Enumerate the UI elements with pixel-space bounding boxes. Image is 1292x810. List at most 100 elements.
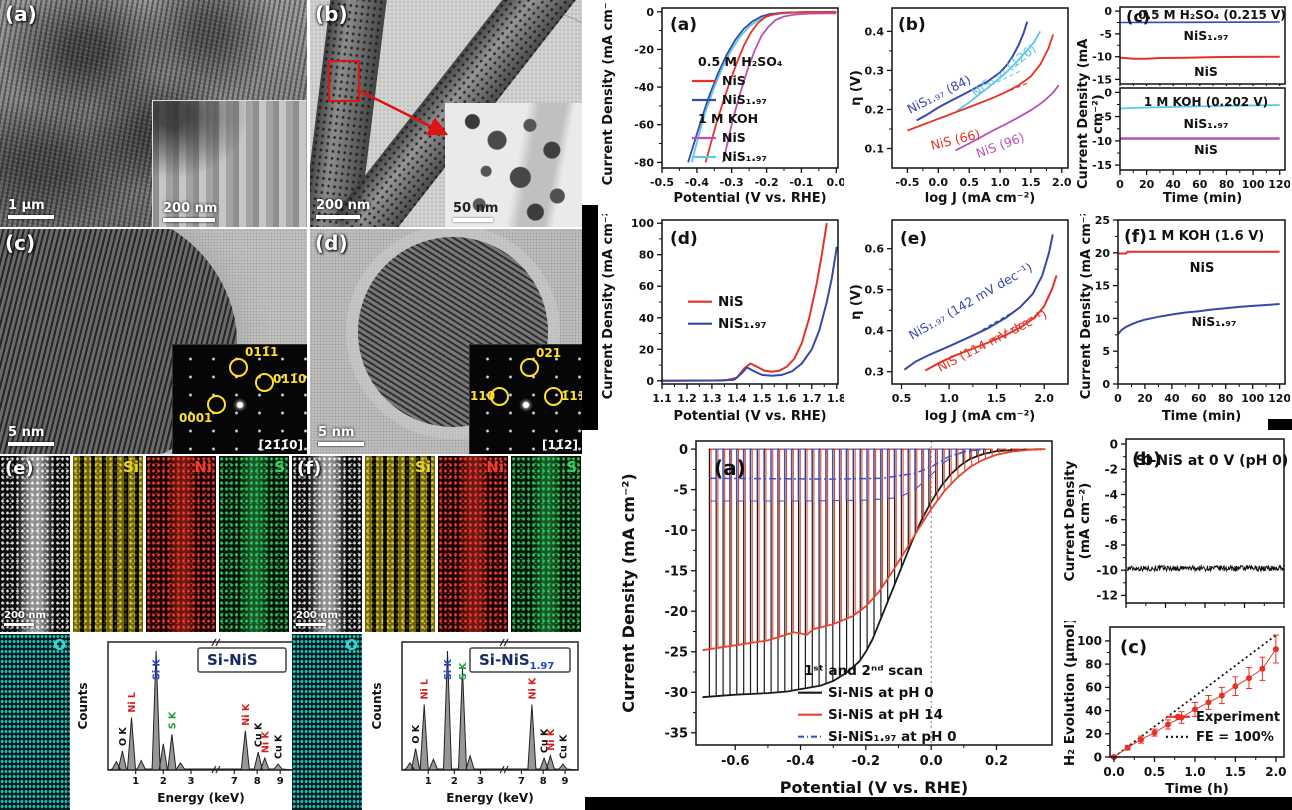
svg-text:Si-NiS at pH 0: Si-NiS at pH 0 bbox=[828, 685, 934, 701]
scalebar: 50 nm bbox=[453, 201, 498, 222]
svg-text:0.5 M H₂SO₄ (0.215 V): 0.5 M H₂SO₄ (0.215 V) bbox=[1138, 8, 1286, 22]
element-label: Si bbox=[415, 458, 431, 476]
scalebar: 5 nm bbox=[8, 425, 54, 446]
svg-text:40: 40 bbox=[1166, 178, 1182, 191]
svg-text:Si K: Si K bbox=[443, 659, 454, 680]
svg-text:NiS₁.₉₇: NiS₁.₉₇ bbox=[722, 92, 767, 107]
scalebar-line bbox=[296, 623, 326, 626]
stem-image-f: (f) 200 nm bbox=[292, 456, 362, 632]
scalebar-line bbox=[4, 623, 34, 626]
svg-text:2: 2 bbox=[451, 776, 458, 787]
svg-text:0: 0 bbox=[1116, 178, 1124, 191]
svg-text:1 M KOH: 1 M KOH bbox=[698, 111, 758, 126]
scalebar-line bbox=[163, 218, 215, 222]
svg-text:1.2: 1.2 bbox=[677, 392, 697, 405]
svg-text:8: 8 bbox=[254, 776, 261, 787]
svg-text:20: 20 bbox=[639, 343, 655, 356]
svg-text:Potential (V vs. RHE): Potential (V vs. RHE) bbox=[780, 778, 968, 797]
eds-map-si-f: Si bbox=[365, 456, 435, 632]
electrochemistry-figure: -0.5 -0.4 -0.3 -0.2 -0.1 0.0 0 -20 -40 -60 -80 Pote… bbox=[598, 0, 1292, 433]
svg-text:1.0: 1.0 bbox=[990, 176, 1010, 189]
svg-text:9: 9 bbox=[277, 776, 284, 787]
zone-axis: [11̄2] bbox=[541, 438, 578, 452]
svg-text:0: 0 bbox=[1114, 392, 1122, 405]
svg-text:80: 80 bbox=[639, 249, 655, 262]
sem-panel-a: (a) 200 nm 1 μm bbox=[0, 0, 307, 227]
svg-text:-6: -6 bbox=[1105, 513, 1118, 527]
svg-text:Time (min): Time (min) bbox=[1162, 409, 1241, 424]
eds-map-s-f: S bbox=[511, 456, 581, 632]
panel-label-d: (d) bbox=[315, 231, 348, 255]
fft-index: 021 bbox=[536, 346, 562, 360]
eds-map-si-e: Si bbox=[73, 456, 143, 632]
svg-text:-10: -10 bbox=[1092, 51, 1112, 64]
chart-her-lsv: -0.5 -0.4 -0.3 -0.2 -0.1 0.0 0 -20 -40 -60 -80 Pote… bbox=[600, 0, 846, 212]
scalebar-text: 200 nm bbox=[4, 610, 46, 621]
svg-text:0: 0 bbox=[1102, 378, 1110, 391]
tem-panel-b: (b) 50 nm 200 nm bbox=[310, 0, 582, 227]
svg-text:Potential (V vs. RHE): Potential (V vs. RHE) bbox=[673, 409, 826, 424]
zoom-arrow bbox=[357, 88, 449, 136]
svg-text:0.5: 0.5 bbox=[892, 392, 912, 405]
scalebar: 200 nm bbox=[316, 198, 370, 219]
svg-text:0.0: 0.0 bbox=[827, 176, 844, 189]
svg-text:120: 120 bbox=[1268, 178, 1290, 191]
svg-text:2.0: 2.0 bbox=[1034, 392, 1054, 405]
svg-text:20: 20 bbox=[1095, 247, 1111, 260]
svg-text:60: 60 bbox=[1191, 392, 1207, 405]
panel-label-c: (c) bbox=[5, 231, 36, 255]
eds-map-s-e: S bbox=[219, 456, 289, 632]
svg-text:0.2: 0.2 bbox=[865, 104, 885, 117]
svg-text:40: 40 bbox=[639, 312, 655, 325]
svg-text:5: 5 bbox=[1102, 345, 1110, 358]
svg-text:O K: O K bbox=[411, 724, 422, 743]
zoom-region-box bbox=[328, 60, 360, 102]
svg-text:S K: S K bbox=[167, 711, 178, 729]
svg-text:0.4: 0.4 bbox=[865, 25, 885, 38]
svg-text:η (V): η (V) bbox=[849, 70, 864, 106]
chart-chopped-lsv: -0.6 -0.4 -0.2 0.0 0.2 0 -5 -10 -15 -20 -25 -30 -35 P… bbox=[619, 435, 1060, 803]
svg-text:Counts: Counts bbox=[370, 682, 384, 729]
svg-text:80: 80 bbox=[1218, 392, 1234, 405]
svg-text:1.5: 1.5 bbox=[1021, 176, 1041, 189]
svg-text:0: 0 bbox=[646, 6, 654, 19]
svg-text:0.2: 0.2 bbox=[985, 754, 1008, 769]
svg-text:15: 15 bbox=[1095, 280, 1110, 293]
svg-text:log J (mA cm⁻²): log J (mA cm⁻²) bbox=[925, 191, 1035, 206]
scalebar-text: 5 nm bbox=[318, 425, 355, 440]
scalebar: 200 nm bbox=[163, 201, 217, 222]
element-label: O bbox=[345, 636, 358, 654]
svg-text:-0.5: -0.5 bbox=[650, 176, 674, 189]
svg-text:60: 60 bbox=[639, 280, 655, 293]
svg-text:Current Density (mA cm⁻²): Current Density (mA cm⁻²) bbox=[601, 2, 616, 185]
separator-bar bbox=[585, 797, 1292, 810]
scalebar-line bbox=[8, 442, 54, 446]
svg-text:NiS: NiS bbox=[1194, 142, 1218, 157]
scalebar-text: 200 nm bbox=[163, 201, 218, 216]
diffraction-spot bbox=[544, 387, 563, 406]
svg-text:1.4: 1.4 bbox=[727, 392, 747, 405]
svg-text:25: 25 bbox=[1095, 214, 1110, 227]
tem-inset-nanoparticles: 50 nm bbox=[445, 103, 582, 227]
svg-text:-2: -2 bbox=[1105, 463, 1118, 477]
svg-text:-0.4: -0.4 bbox=[786, 754, 814, 769]
svg-text:Ni L: Ni L bbox=[420, 679, 431, 700]
svg-text:-0.2: -0.2 bbox=[755, 176, 779, 189]
hrtem-panel-c: (c) 011̄1 011̄0 0001 [21̄1̄0] 5 nm bbox=[0, 229, 307, 454]
panel-label-a: (a) bbox=[5, 2, 37, 26]
chart-oer-lsv: 1.1 1.2 1.3 1.4 1.5 1.6 1.7 1.8 0 20 40 60 80 100 Pote… bbox=[600, 205, 847, 430]
svg-text:60: 60 bbox=[1085, 681, 1102, 695]
svg-text:0.3: 0.3 bbox=[865, 64, 885, 77]
svg-text:-0.1: -0.1 bbox=[789, 176, 813, 189]
svg-text:-35: -35 bbox=[665, 727, 689, 742]
element-label: S bbox=[274, 458, 285, 476]
chart-oer-stability: 0 20 40 60 80 100 120 0 5 10 15 20 25 Time (min) Curre… bbox=[1078, 205, 1291, 430]
scalebar-line bbox=[318, 442, 364, 446]
svg-text:0.4: 0.4 bbox=[865, 325, 885, 338]
svg-text:NiS: NiS bbox=[1190, 261, 1215, 276]
fft-index: 011̄1 bbox=[245, 345, 279, 359]
svg-text:0: 0 bbox=[646, 375, 654, 388]
svg-text:1.5: 1.5 bbox=[752, 392, 772, 405]
